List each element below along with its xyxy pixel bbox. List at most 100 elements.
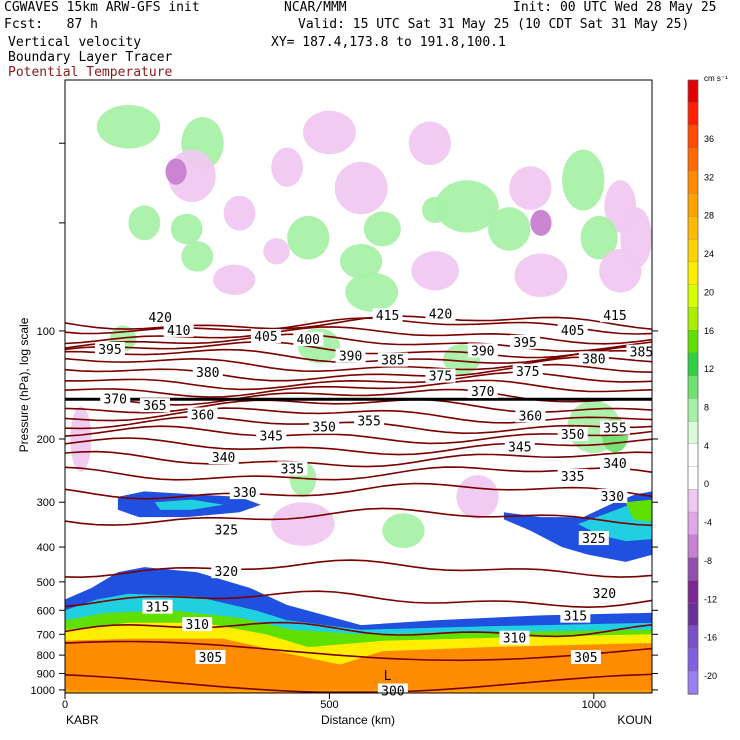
contour-label: 380 — [196, 366, 219, 381]
contour-label: 330 — [233, 486, 256, 501]
x-axis-label: Distance (km) — [321, 713, 395, 727]
model-title: CGWAVES 15km ARW-GFS init — [4, 0, 200, 15]
colorbar-swatch — [687, 261, 699, 286]
theta-contour-330 — [65, 482, 652, 500]
contour-label: 320 — [593, 587, 616, 602]
contour-label-bg — [192, 365, 223, 380]
y-tick-label: 400 — [37, 542, 55, 554]
w-blob — [96, 104, 161, 149]
contour-label: 355 — [603, 422, 626, 437]
w-blob — [181, 241, 214, 272]
w-blob — [213, 264, 256, 295]
contour-label-bg — [557, 427, 588, 442]
w-blob — [411, 251, 459, 291]
contour-label: 395 — [98, 343, 121, 358]
field-potential-temperature: Potential Temperature — [8, 65, 173, 80]
contour-label-bg — [142, 599, 173, 614]
contour-label: 420 — [148, 311, 171, 326]
w-blob — [580, 215, 618, 260]
contour-label-bg — [211, 522, 242, 537]
colorbar-label: 20 — [704, 287, 714, 297]
contour-label-bg — [504, 439, 535, 454]
contour-label-bg — [250, 329, 281, 344]
colorbar-swatch — [687, 534, 699, 559]
contour-label-bg — [377, 352, 408, 367]
contour-label-bg — [187, 407, 218, 422]
theta-contour-305 — [65, 640, 652, 662]
colorbar-swatch — [687, 580, 699, 604]
contour-label: 315 — [564, 610, 587, 625]
w-blob — [382, 513, 425, 549]
contour-label-bg — [195, 650, 226, 665]
colorbar-swatch — [687, 671, 699, 695]
colorbar-swatch — [687, 329, 699, 354]
colorbar-label: 28 — [704, 211, 714, 221]
contour-label-bg — [145, 309, 176, 324]
theta-contour-345 — [65, 437, 652, 456]
contour-label-bg — [599, 456, 630, 471]
org-label: NCAR/MMM — [284, 0, 347, 15]
contour-label: 385 — [381, 354, 404, 369]
contour-label: 320 — [215, 565, 238, 580]
colorbar-swatch — [687, 148, 699, 172]
w-blob — [70, 406, 92, 472]
contour-label: 350 — [561, 428, 584, 443]
theta-contour-335 — [65, 466, 652, 481]
contour-labels: 420 415 420 415 410 405 400 405 395 395 385 390 385 3… — [94, 306, 657, 699]
contour-label-bg — [467, 343, 498, 358]
colorbar-label: -8 — [704, 556, 712, 566]
contour-label: 360 — [191, 408, 214, 423]
contour-label-bg — [570, 650, 601, 665]
contour-label-bg — [163, 322, 194, 337]
colorbar-swatch — [687, 307, 699, 331]
contour-label-bg — [277, 461, 308, 476]
colorbar-label: 4 — [704, 441, 709, 451]
contour-label-bg — [335, 348, 366, 363]
contour-label: 415 — [603, 309, 626, 324]
colorbar-label: 36 — [704, 134, 714, 144]
theta-contour-405 — [65, 333, 652, 352]
w-blob — [562, 149, 605, 211]
w-blob — [363, 211, 401, 247]
w-blob — [435, 180, 499, 233]
theta-contour-300 — [65, 673, 652, 693]
theta-contour-325 — [65, 507, 652, 527]
contour-label: 300 — [381, 684, 404, 699]
w-blob — [287, 215, 330, 260]
theta-contour-310 — [65, 621, 652, 638]
contour-label: 360 — [519, 409, 542, 424]
w-blob — [128, 205, 161, 241]
colorbar-swatch — [687, 489, 699, 513]
contour-label: 335 — [281, 462, 304, 477]
forecast-hour: Fcst: 87 h — [4, 17, 98, 32]
theta-contour-415 — [65, 317, 652, 335]
contour-label-bg — [515, 408, 546, 423]
w-blob — [599, 249, 642, 293]
colorbar-label: -16 — [704, 633, 717, 643]
theta-contours — [65, 315, 652, 693]
w-blob — [345, 272, 399, 312]
pbl-cyan-aloft-left — [154, 499, 224, 510]
y-tick-label: 100 — [37, 326, 55, 338]
contour-label-bg — [354, 413, 385, 428]
colorbar-swatch — [687, 511, 699, 536]
contour-label-bg — [510, 334, 541, 349]
contour-label: 340 — [603, 457, 626, 472]
y-tick-label: 800 — [37, 650, 55, 662]
contour-label: 420 — [429, 307, 452, 322]
contour-label-bg — [139, 398, 170, 413]
contour-label: 340 — [212, 451, 235, 466]
colorbar-swatch — [687, 239, 699, 263]
w-blob — [488, 207, 531, 251]
contour-label: 410 — [167, 324, 190, 339]
contour-label-bg — [211, 564, 242, 579]
contour-label: 330 — [601, 490, 624, 505]
y-tick-label: 200 — [37, 434, 55, 446]
x-tick-label: 500 — [320, 699, 338, 711]
w-blob — [263, 238, 290, 265]
colorbar-swatch — [687, 352, 699, 377]
contour-label-bg — [372, 308, 403, 323]
theta-contour-380 — [65, 371, 652, 391]
colorbar-swatch — [687, 557, 699, 581]
